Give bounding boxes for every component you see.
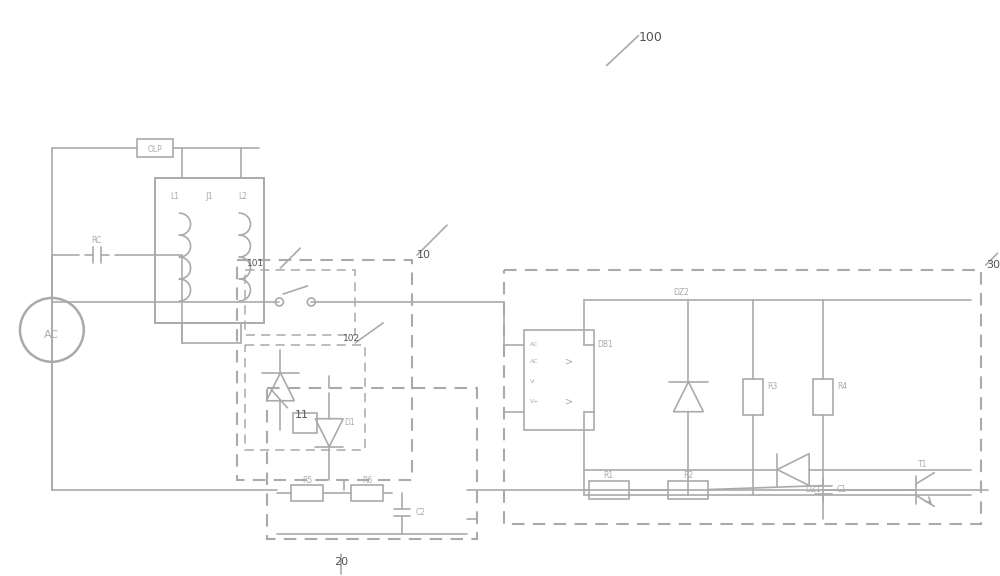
Text: >: > [565, 357, 573, 367]
Bar [245, 270, 355, 335]
Text: 101: 101 [247, 259, 265, 268]
Text: AC: AC [44, 330, 59, 340]
Text: V-: V- [530, 379, 536, 384]
Text: R3: R3 [767, 382, 778, 391]
Text: T1: T1 [918, 460, 927, 469]
Text: 30: 30 [986, 260, 1000, 270]
Bar [267, 388, 477, 540]
Text: R4: R4 [837, 382, 847, 391]
Bar [813, 379, 833, 415]
Text: L2: L2 [238, 192, 247, 200]
Bar [524, 330, 594, 430]
Bar [291, 484, 323, 501]
Text: R6: R6 [362, 476, 372, 485]
Text: AC: AC [530, 342, 538, 347]
Bar [589, 480, 629, 498]
Text: 10: 10 [417, 250, 431, 260]
Text: D1: D1 [344, 418, 355, 427]
Text: V+: V+ [530, 399, 539, 404]
Bar [137, 139, 173, 157]
Text: 20: 20 [334, 558, 348, 567]
Text: 11: 11 [294, 410, 308, 420]
Text: 102: 102 [343, 334, 360, 343]
Text: R5: R5 [302, 476, 312, 485]
Text: J1: J1 [206, 192, 213, 200]
Text: 100: 100 [639, 31, 662, 44]
Bar [504, 270, 981, 525]
Text: DB1: DB1 [598, 340, 613, 349]
Text: AC: AC [530, 359, 538, 365]
Text: L1: L1 [170, 192, 179, 200]
Text: OLP: OLP [147, 145, 162, 154]
Bar [245, 345, 365, 450]
Text: C2: C2 [416, 508, 426, 517]
Bar [351, 484, 383, 501]
Bar [743, 379, 763, 415]
Bar [237, 260, 412, 480]
Bar [155, 178, 264, 323]
Text: RC: RC [92, 236, 102, 245]
Text: R1: R1 [604, 471, 614, 480]
Bar [668, 480, 708, 498]
Bar [293, 413, 317, 433]
Text: DZ1: DZ1 [805, 484, 821, 494]
Text: C1: C1 [837, 485, 847, 494]
Text: >: > [565, 397, 573, 407]
Text: R2: R2 [683, 471, 694, 480]
Text: DZ2: DZ2 [673, 288, 689, 297]
